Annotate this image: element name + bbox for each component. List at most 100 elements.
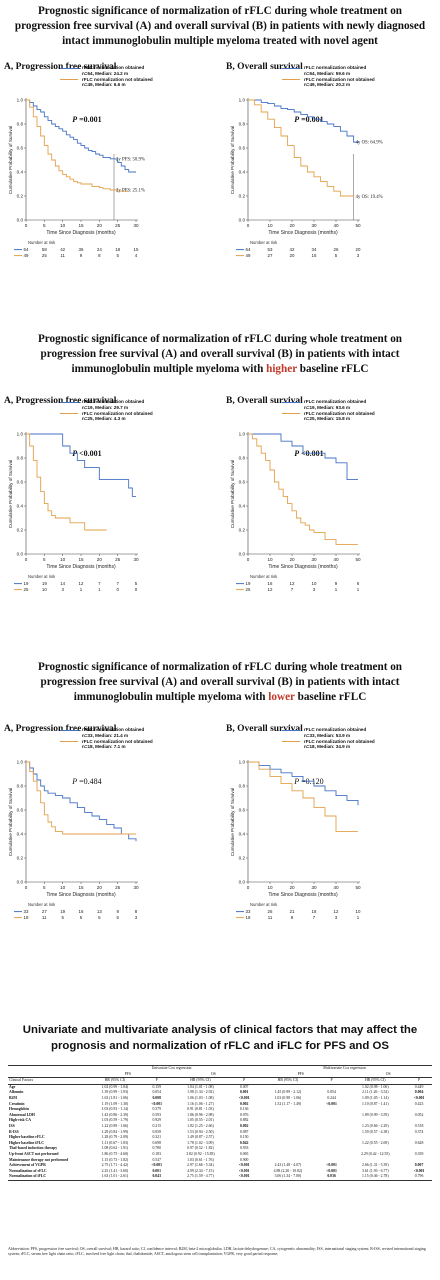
hr-cell: 1.39 (0.99 - 1.93) [101,1090,129,1095]
y-tick-label: 0.4 [17,504,24,509]
risk-count: 26 [268,909,273,914]
y-axis-label: Cumulative Probability of Survival [230,126,235,194]
p-value-cell: 0.136 [239,1107,249,1112]
legend-item: rFLC normalization not obtained n=49, Med… [60,77,210,89]
x-tick-label: 40 [333,885,339,890]
x-tick-label: 20 [289,557,295,562]
panel-label: B, Overall survival [226,724,303,734]
legend-series-name: rFLC normalization obtained [304,65,367,70]
hr-cell: 1.43 (0.86 - 2.39) [101,1112,129,1117]
legend-series-stats: n=49, Median: 6.6 m [82,82,126,88]
risk-count: 19 [24,581,29,586]
p-value-cell: <0.001 [151,1163,163,1168]
y-tick-label: 0.4 [239,170,246,175]
hr-cell: 1.04 (1.01 - 1.08) [187,1084,214,1089]
km-chart-svg: 0.00.20.40.60.81.00 5 10 15 20 25 30Cumulative… [8,432,139,592]
hr-header: HR (95% CI) [344,1077,407,1085]
hr-cell: 0.91 (0.81 - 1.03) [187,1107,214,1112]
factor-name: Albumin [9,1090,24,1095]
hr-cell: 1.09 (1.05 - 1.14) [362,1095,389,1100]
legend-swatch [60,67,78,69]
y-tick-label: 0.2 [17,856,24,861]
risk-count: 34 [312,247,317,252]
x-tick-label: 0 [247,885,250,890]
hr-cell: 1.16 (1.06 - 1.27) [187,1101,214,1106]
x-tick-label: 20 [289,223,295,228]
hr-cell: 1.89 (0.99 - 3.59) [362,1112,389,1117]
p-value-cell: 0.374 [414,1129,424,1134]
risk-count: 12 [334,909,339,914]
km-curve-obtained [26,99,136,173]
km-curve-not_obtained [248,761,358,833]
y-axis-label: Cumulative Probability of Survival [8,460,13,528]
factor-name: Hemoglobin [9,1107,29,1112]
x-axis-label: Time Since Diagnosis (months) [46,892,116,898]
p-value-cell: <0.001 [238,1168,250,1173]
risk-count: 1 [98,587,101,592]
factor-name: Up-front ASCT not performed [9,1151,59,1156]
risk-count: 27 [268,253,273,258]
risk-count: 9 [80,253,83,258]
hr-cell: 1.19 (1.09 - 1.30) [101,1101,129,1106]
legend-series-stats: n=64, Median: 24.2 m [82,70,129,76]
x-tick-label: 0 [247,223,250,228]
p-value-cell: 0.698 [152,1140,161,1145]
risk-count: 36 [79,247,84,252]
panel-label: B, Overall survival [226,62,303,72]
hr-cell: 1.02 (0.98 - 1.06) [362,1084,389,1089]
hr-cell: 1.06 (1.03 - 1.08) [187,1095,214,1100]
risk-count: 20 [290,253,295,258]
x-tick-label: 10 [267,223,273,228]
chart-panel-os: B, Overall survival rFLC normalization ob… [226,62,436,292]
y-tick-label: 1.0 [17,98,24,103]
legend-item: rFLC normalization not obtained n=18, Med… [282,739,432,751]
legend-swatch [282,401,300,403]
p-value-cell: <0.001 [151,1101,163,1106]
km-chart-svg: 0.0 0.2 0.4 0.6 0.8 1.0 0 10 20 30 40 50 Cumulative … [230,98,383,258]
risk-count: 7 [116,581,119,586]
table-row: Normalization of rFLC 2.25 (1.41 - 3.60) 0… [8,1169,432,1175]
y-tick-label: 1.0 [17,760,24,765]
table-row: ISS 1.22 (0.89 - 1.66) 0.215 1.82 (1.25 - 2… [8,1124,432,1130]
y-tick-label: 0.2 [239,856,246,861]
y-tick-label: 0.4 [239,504,246,509]
p-value-cell: 0.780 [152,1146,161,1151]
p-value-cell: 0.933 [239,1146,249,1151]
x-axis-label: Time Since Diagnosis (months) [268,230,338,236]
legend-series-stats: n=19, Median: 93.6 m [304,404,351,410]
legend-series-stats: n=64, Median: 59.6 m [304,70,351,76]
legend-item: rFLC normalization obtained n=33, Median:… [282,727,432,739]
y-tick-label: 0.6 [17,146,24,151]
p-value-cell: 0.008 [152,1095,161,1100]
legend-series-name: rFLC normalization obtained [82,399,145,404]
x-tick-label: 5 [43,557,46,562]
factor-name: R-ISS [9,1129,19,1134]
p-symbol: P [294,449,299,458]
risk-count: 6 [357,581,360,586]
univariate-header: Univariate Cox regression [86,1064,258,1072]
y-tick-label: 0.6 [239,480,246,485]
p-header: P [143,1077,170,1085]
risk-count: 3 [135,915,138,920]
y-tick-label: 0.2 [17,528,24,533]
risk-count: 53 [268,247,273,252]
survival-annotation: 4y OS: 64.9% [356,141,383,146]
p-value-cell: 0.900 [239,1157,249,1162]
legend-item: rFLC normalization obtained n=33, Median:… [60,727,210,739]
p-value-text: <0.001 [77,449,102,458]
hr-cell: 4.88 (2.20 - 10.82) [273,1168,303,1173]
y-tick-label: 0.0 [239,880,246,885]
abbreviation-note: Abbreviation: PFS, progression free surv… [8,1247,426,1257]
km-curve-not_obtained [248,433,358,545]
km-chart-svg: 0.0 0.2 0.4 0.6 0.8 1.0 0 10 20 30 40 50 Cumulative … [230,432,361,592]
x-tick-label: 25 [115,557,121,562]
risk-count: 5 [135,581,138,586]
table-row: Age 1.02 (0.99 - 1.04) 0.159 1.04 (1.01 - 1… [8,1084,432,1090]
risk-count: 10 [312,581,317,586]
risk-count: 3 [335,915,338,920]
p-value-cell: 0.929 [152,1118,161,1123]
legend-swatch [282,729,300,731]
p-value-cell: 0.007 [414,1163,424,1168]
hr-cell: 1.53 (0.94 - 2.50) [187,1129,214,1134]
